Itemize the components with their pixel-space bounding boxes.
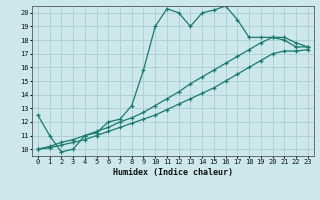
X-axis label: Humidex (Indice chaleur): Humidex (Indice chaleur) [113,168,233,177]
